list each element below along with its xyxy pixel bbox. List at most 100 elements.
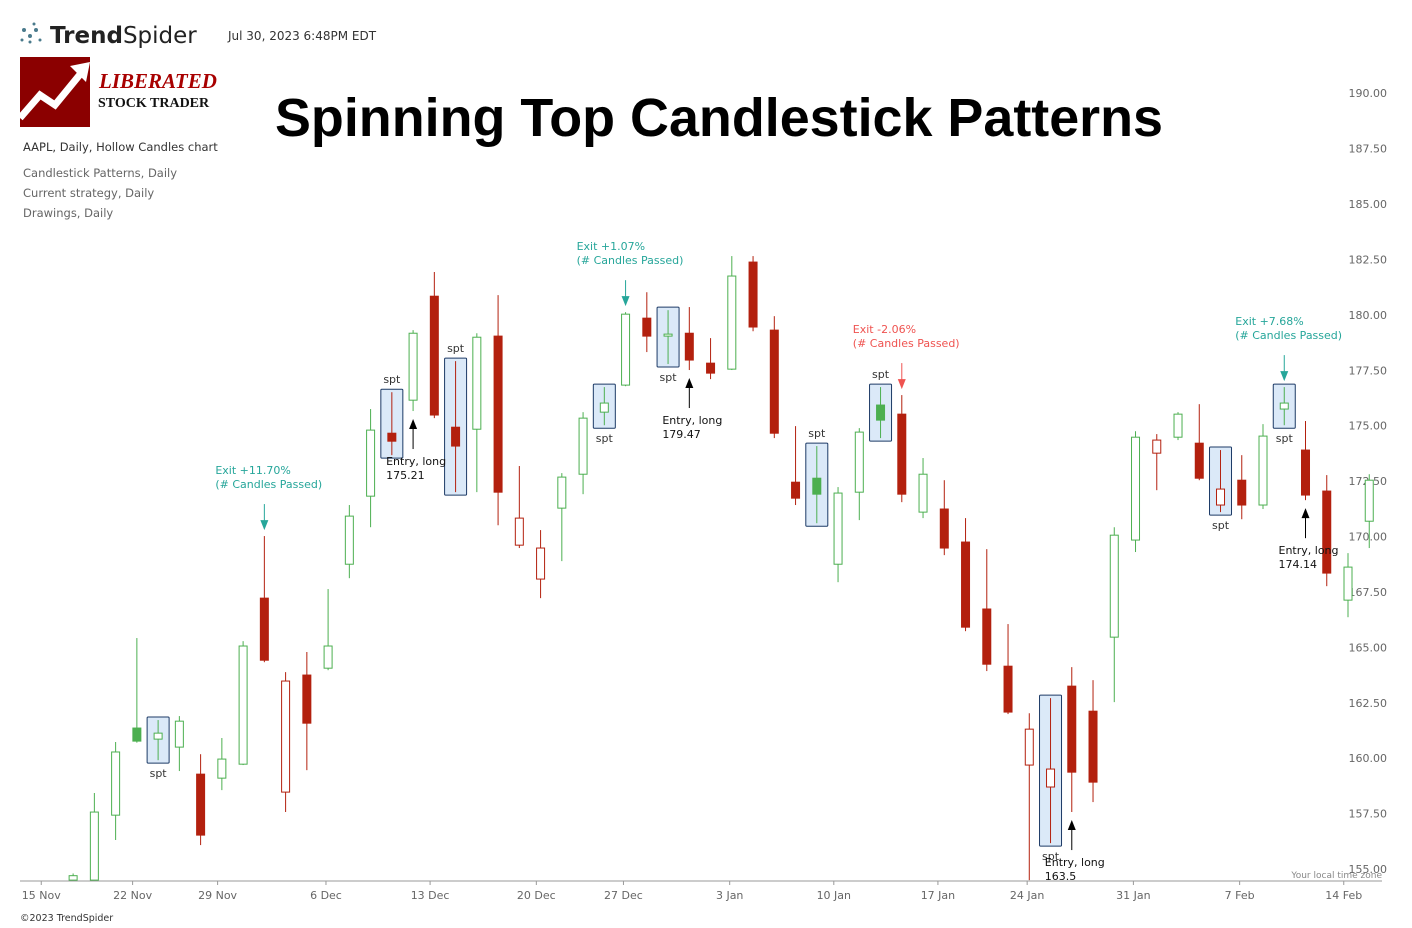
candle-body xyxy=(238,645,248,765)
exit-arrow-head xyxy=(897,379,906,390)
y-tick-label: 175.00 xyxy=(1349,420,1388,433)
pattern-label: spt xyxy=(1042,850,1060,863)
y-tick-label: 187.50 xyxy=(1349,143,1388,156)
y-tick-label: 185.00 xyxy=(1349,198,1388,211)
pattern-label: spt xyxy=(383,373,401,386)
candle-body xyxy=(621,313,631,386)
y-tick-label: 182.50 xyxy=(1349,253,1388,266)
y-tick-label: 155.00 xyxy=(1349,863,1388,876)
candle-body xyxy=(1343,566,1353,601)
logo-title: LIBERATED xyxy=(98,69,217,93)
brand-bold: Trend xyxy=(50,23,123,49)
candle-body xyxy=(132,727,142,742)
candle-body xyxy=(89,811,99,881)
x-tick-label: 6 Dec xyxy=(310,889,342,902)
exit-label: Exit +7.68% xyxy=(1235,315,1304,328)
candle-body xyxy=(812,477,822,495)
x-tick-label: 20 Dec xyxy=(517,889,556,902)
exit-note: (# Candles Passed) xyxy=(853,337,960,350)
candle-body xyxy=(769,329,779,434)
timezone: Your local time zone xyxy=(1290,871,1382,881)
x-tick-label: 22 Nov xyxy=(113,889,152,902)
pattern-label: spt xyxy=(808,427,826,440)
entry-arrow-head xyxy=(685,378,694,389)
candle-body xyxy=(939,508,949,549)
candle-body xyxy=(557,476,567,509)
entry-label: Entry, long xyxy=(1279,544,1339,557)
x-tick-label: 7 Feb xyxy=(1225,889,1255,902)
candle-body xyxy=(217,758,227,779)
candle-body xyxy=(897,413,907,495)
candle-body xyxy=(451,426,461,447)
candle-body xyxy=(961,541,971,628)
candle-body xyxy=(663,333,673,337)
y-tick-label: 170.00 xyxy=(1349,531,1388,544)
candle-body xyxy=(472,336,482,430)
x-tick-label: 10 Jan xyxy=(817,889,851,902)
candle-body xyxy=(344,515,354,565)
entry-price: 175.21 xyxy=(386,469,425,482)
entry-arrow-head xyxy=(1301,508,1310,519)
candle-body xyxy=(599,402,609,413)
candle-body xyxy=(982,608,992,665)
candle-body xyxy=(1046,768,1056,788)
drawings-info: Drawings, Daily xyxy=(23,206,113,220)
timestamp: Jul 30, 2023 6:48PM EDT xyxy=(227,29,377,43)
entry-price: 174.14 xyxy=(1279,558,1318,571)
x-tick-label: 24 Jan xyxy=(1010,889,1044,902)
x-tick-label: 14 Feb xyxy=(1325,889,1362,902)
x-tick-label: 15 Nov xyxy=(22,889,61,902)
candle-body xyxy=(111,751,121,816)
candle-body xyxy=(854,431,864,493)
candle-body xyxy=(1194,442,1204,479)
candle-body xyxy=(578,417,588,475)
y-tick-label: 165.00 xyxy=(1349,641,1388,654)
x-tick-label: 27 Dec xyxy=(604,889,643,902)
y-tick-label: 167.50 xyxy=(1349,586,1388,599)
exit-note: (# Candles Passed) xyxy=(215,478,322,491)
y-tick-label: 180.00 xyxy=(1349,309,1388,322)
candle-body xyxy=(302,674,312,724)
candle-body xyxy=(1237,479,1247,506)
candle-body xyxy=(1258,435,1268,506)
x-tick-label: 31 Jan xyxy=(1116,889,1150,902)
candle-body xyxy=(1173,413,1183,438)
candle-body xyxy=(196,773,206,836)
chart-title: Spinning Top Candlestick Patterns xyxy=(275,88,1163,148)
candle-body xyxy=(1216,488,1226,506)
logo-subtitle: STOCK TRADER xyxy=(98,96,210,111)
candle-body xyxy=(748,261,758,328)
candle-body xyxy=(1067,685,1077,773)
y-tick-label: 190.00 xyxy=(1349,87,1388,100)
brand-icon xyxy=(20,22,42,44)
entry-label: Entry, long xyxy=(1045,856,1105,869)
candle-body xyxy=(366,429,376,497)
exit-label: Exit +1.07% xyxy=(577,240,646,253)
candle-body xyxy=(918,473,928,513)
exit-arrow-head xyxy=(621,296,630,307)
candle-body xyxy=(833,492,843,565)
entry-price: 179.47 xyxy=(662,428,701,441)
entry-arrow-head xyxy=(409,419,418,430)
candle-body xyxy=(429,295,439,416)
chart-info: AAPL, Daily, Hollow Candles chart xyxy=(23,140,218,154)
candle-body xyxy=(408,332,418,401)
candle-body xyxy=(1109,534,1119,638)
indicator-info: Candlestick Patterns, Daily xyxy=(23,166,177,180)
x-tick-label: 3 Jan xyxy=(716,889,743,902)
brand-light: Spider xyxy=(123,23,197,49)
candle-body xyxy=(684,332,694,361)
candle-body xyxy=(153,732,163,740)
pattern-label: spt xyxy=(596,432,614,445)
exit-label: Exit -2.06% xyxy=(853,323,916,336)
exit-arrow-head xyxy=(1280,371,1289,382)
candle-body xyxy=(642,317,652,337)
pattern-label: spt xyxy=(150,767,168,780)
entry-arrow-head xyxy=(1067,820,1076,831)
y-tick-label: 157.50 xyxy=(1349,808,1388,821)
exit-note: (# Candles Passed) xyxy=(1235,329,1342,342)
exit-label: Exit +11.70% xyxy=(215,464,291,477)
x-tick-label: 13 Dec xyxy=(411,889,450,902)
